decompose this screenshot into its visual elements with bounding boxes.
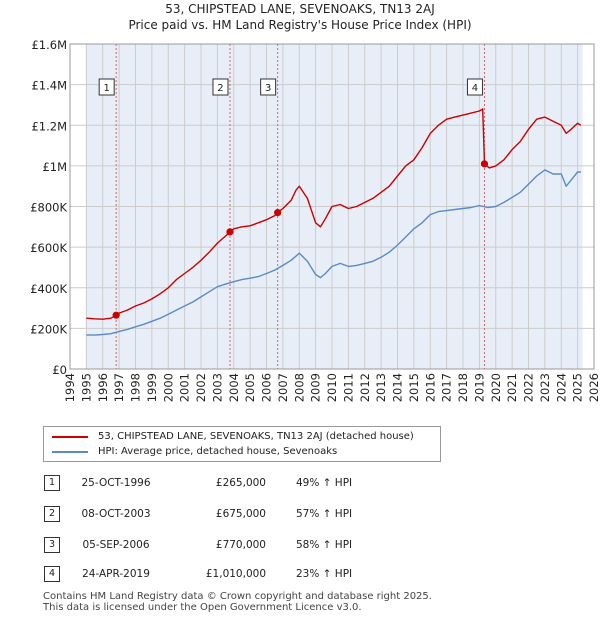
x-tick-label: 2025 [571, 373, 585, 402]
chart-title: 53, CHIPSTEAD LANE, SEVENOAKS, TN13 2AJ [165, 2, 435, 16]
x-tick-label: 1996 [96, 373, 110, 402]
x-tick-label: 2020 [489, 373, 503, 402]
row-date: 05-SEP-2006 [82, 539, 150, 551]
row-badge: 2 [44, 506, 60, 522]
row-date: 25-OCT-1996 [81, 477, 151, 489]
row-price: £1,010,000 [205, 568, 266, 580]
x-tick-label: 1994 [63, 373, 77, 402]
x-tick-label: 1997 [112, 373, 126, 402]
sale-point [274, 208, 282, 217]
sale-annotation: 1 [98, 78, 115, 96]
sale-point [226, 228, 234, 236]
sale-annotation: 3 [260, 78, 277, 96]
legend-label-hpi: HPI: Average price, detached house, Seve… [98, 446, 338, 457]
y-tick-label: £1.2M [31, 119, 67, 133]
row-badge: 4 [44, 566, 60, 582]
footer-licence: This data is licensed under the Open Gov… [43, 602, 362, 613]
y-tick-label: £400K [30, 282, 67, 296]
plot-frame [69, 43, 595, 370]
x-tick-label: 2005 [243, 373, 257, 402]
x-tick-label: 2004 [227, 373, 241, 402]
row-date: 08-OCT-2003 [81, 508, 151, 520]
y-tick-label: £600K [30, 241, 67, 255]
legend: 53, CHIPSTEAD LANE, SEVENOAKS, TN13 2AJ … [43, 426, 441, 462]
x-tick-label: 2011 [341, 373, 355, 402]
x-tick-label: 2003 [210, 373, 224, 402]
row-badge: 3 [44, 537, 60, 553]
legend-label-property: 53, CHIPSTEAD LANE, SEVENOAKS, TN13 2AJ … [98, 431, 414, 442]
row-price: £265,000 [215, 477, 266, 489]
sale-annotation: 4 [466, 78, 483, 96]
footer-copyright: Contains HM Land Registry data © Crown c… [43, 591, 432, 602]
y-tick-label: £0 [52, 363, 67, 377]
x-tick-label: 2024 [554, 373, 568, 402]
y-tick-label: £1M [42, 160, 67, 174]
y-tick-label: £1.6M [31, 38, 67, 52]
x-tick-label: 2010 [325, 373, 339, 402]
row-date: 24-APR-2019 [82, 568, 150, 580]
legend-swatch-blue [52, 451, 88, 453]
x-tick-label: 1999 [145, 373, 159, 402]
x-tick-label: 2017 [440, 373, 454, 402]
x-tick-label: 2016 [423, 373, 437, 402]
sale-point [480, 160, 489, 168]
x-tick-label: 2009 [309, 373, 323, 402]
annotation-box [212, 78, 229, 96]
row-badge: 1 [44, 475, 60, 491]
x-tick-label: 2022 [522, 373, 536, 402]
footer: Contains HM Land Registry data © Crown c… [43, 591, 432, 613]
x-tick-label: 2023 [538, 373, 552, 402]
annotation-box [260, 78, 277, 96]
sale-annotation: 2 [212, 78, 229, 96]
x-tick-label: 2002 [194, 373, 208, 402]
x-tick-label: 2013 [374, 373, 388, 402]
x-tick-label: 2006 [260, 373, 274, 402]
row-hpi: 57% ↑ HPI [296, 508, 353, 520]
annotation-box [466, 78, 483, 96]
x-tick-label: 2007 [276, 373, 290, 402]
y-tick-label: £1.4M [31, 79, 67, 93]
hpi-line [86, 169, 581, 336]
annotation-number: 3 [265, 83, 271, 94]
x-tick-label: 2021 [505, 373, 519, 402]
x-tick-label: 2015 [407, 373, 421, 402]
x-tick-label: 2008 [292, 373, 306, 402]
x-tick-label: 2012 [358, 373, 372, 402]
row-hpi: 58% ↑ HPI [296, 539, 353, 551]
x-tick-label: 2019 [472, 373, 486, 402]
price-chart: 1 2 3 4 £0 £200K £400K £600K £800K £1M £1.2M £1.4M £… [30, 38, 600, 402]
x-tick-label: 2001 [178, 373, 192, 402]
y-tick-label: £800K [30, 201, 67, 215]
row-price: £770,000 [215, 539, 266, 551]
annotation-number: 2 [217, 83, 223, 94]
legend-swatch-red [52, 436, 88, 438]
property-price-line [86, 108, 582, 320]
annotation-number: 4 [472, 83, 478, 94]
chart-subtitle: Price paid vs. HM Land Registry's House … [128, 18, 472, 32]
annotation-number: 1 [103, 83, 109, 94]
y-tick-label: £200K [30, 322, 67, 336]
annotation-box [98, 78, 115, 96]
x-tick-label: 2000 [161, 373, 175, 402]
x-tick-label: 1998 [129, 373, 143, 402]
x-tick-label: 2014 [391, 373, 405, 402]
sale-point [112, 311, 120, 319]
x-tick-label: 1995 [79, 373, 93, 402]
x-tick-label: 2018 [456, 373, 470, 402]
row-price: £675,000 [215, 508, 266, 520]
x-tick-label: 2026 [587, 373, 600, 402]
row-hpi: 49% ↑ HPI [296, 477, 353, 489]
row-hpi: 23% ↑ HPI [296, 568, 353, 580]
